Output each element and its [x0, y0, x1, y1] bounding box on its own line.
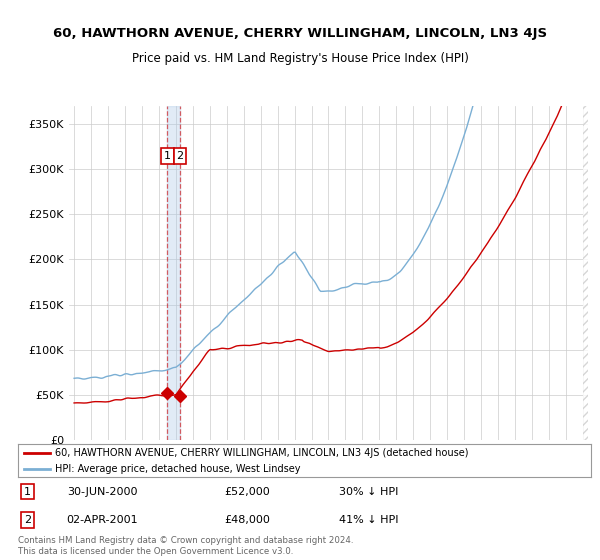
Text: 41% ↓ HPI: 41% ↓ HPI: [339, 515, 398, 525]
Text: 1: 1: [24, 487, 31, 497]
Text: 1: 1: [164, 151, 171, 161]
Text: 2: 2: [176, 151, 184, 161]
Text: £48,000: £48,000: [224, 515, 270, 525]
Text: 60, HAWTHORN AVENUE, CHERRY WILLINGHAM, LINCOLN, LN3 4JS (detached house): 60, HAWTHORN AVENUE, CHERRY WILLINGHAM, …: [55, 448, 469, 458]
Text: Price paid vs. HM Land Registry's House Price Index (HPI): Price paid vs. HM Land Registry's House …: [131, 52, 469, 66]
Text: 2: 2: [24, 515, 31, 525]
Text: £52,000: £52,000: [224, 487, 270, 497]
Text: 30-JUN-2000: 30-JUN-2000: [67, 487, 137, 497]
Text: Contains HM Land Registry data © Crown copyright and database right 2024.
This d: Contains HM Land Registry data © Crown c…: [18, 536, 353, 556]
Text: 60, HAWTHORN AVENUE, CHERRY WILLINGHAM, LINCOLN, LN3 4JS: 60, HAWTHORN AVENUE, CHERRY WILLINGHAM, …: [53, 27, 547, 40]
Text: 30% ↓ HPI: 30% ↓ HPI: [339, 487, 398, 497]
Bar: [167, 106, 180, 440]
Text: HPI: Average price, detached house, West Lindsey: HPI: Average price, detached house, West…: [55, 464, 301, 474]
Text: 02-APR-2001: 02-APR-2001: [67, 515, 139, 525]
